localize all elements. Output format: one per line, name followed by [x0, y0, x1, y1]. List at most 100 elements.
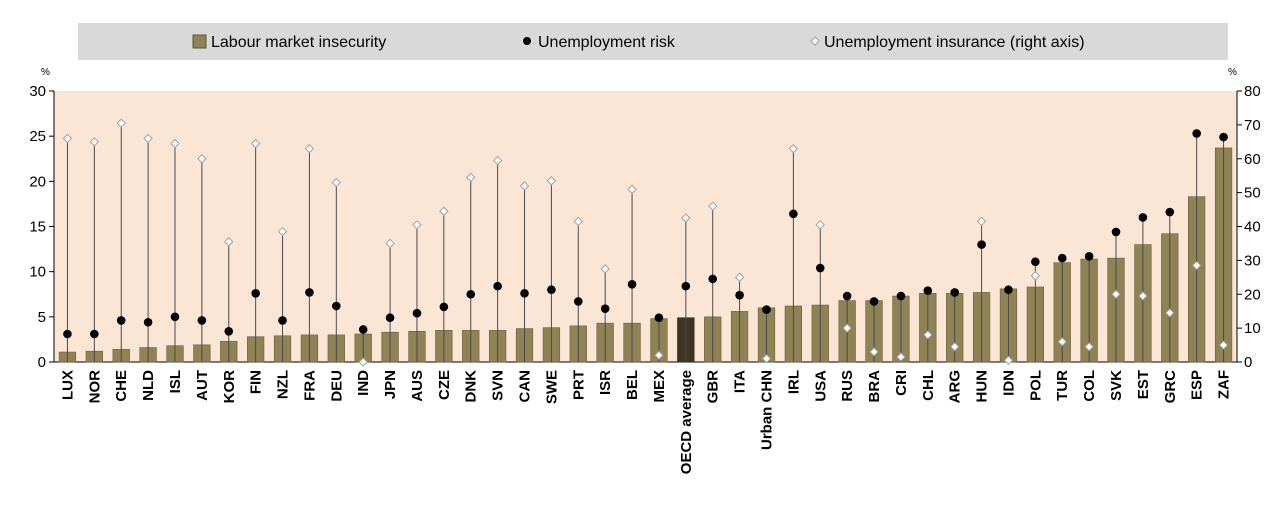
- risk-dot: [251, 289, 260, 298]
- risk-dot: [573, 297, 583, 306]
- insurance-diamond: [304, 143, 315, 154]
- category-label: CRI: [893, 370, 910, 396]
- insurance-diamond: [1030, 270, 1041, 281]
- insurance-diamond: [170, 138, 180, 149]
- insurance-diamond: [1191, 260, 1202, 271]
- insurance-diamond: [734, 272, 745, 283]
- category-label: CAN: [517, 370, 534, 403]
- category-label: OECD average: [678, 370, 695, 474]
- insurance-diamond: [600, 264, 610, 274]
- right-tick-label: 70: [1244, 117, 1261, 134]
- category-label: CHL: [920, 370, 937, 401]
- risk-dot: [143, 317, 153, 327]
- insurance-diamond: [358, 357, 368, 367]
- insurance-diamond: [842, 323, 852, 333]
- risk-dot: [735, 290, 744, 300]
- risk-dot: [1165, 207, 1175, 217]
- category-label: SWE: [543, 370, 560, 404]
- risk-dot: [789, 209, 798, 219]
- risk-dot: [977, 240, 986, 249]
- insurance-diamond: [788, 143, 799, 154]
- category-label: NOR: [86, 370, 103, 404]
- insurance-diamond: [1084, 342, 1094, 352]
- risk-dot: [358, 325, 368, 334]
- insurance-diamond: [627, 184, 637, 194]
- right-tick-label: 40: [1244, 219, 1261, 236]
- risk-dot: [170, 312, 180, 322]
- risk-dot: [1031, 257, 1040, 267]
- insurance-diamond: [708, 201, 718, 211]
- category-label: COL: [1081, 370, 1098, 402]
- right-tick-label: 20: [1244, 286, 1261, 303]
- legend-swatch-diamond: [810, 36, 820, 46]
- insurance-diamond: [412, 220, 422, 230]
- risk-dot: [305, 288, 314, 297]
- insurance-diamond: [1218, 340, 1229, 350]
- insurance-diamond: [385, 238, 395, 249]
- insurance-diamond: [654, 350, 664, 360]
- category-label: ARG: [947, 370, 964, 403]
- category-labels: LUX NOR CHE NLD ISL AUT KOR FIN NZL FRA DEU IND JPN A…: [59, 370, 1232, 474]
- risk-dot: [654, 313, 664, 323]
- insurance-diamond: [681, 213, 691, 223]
- insurance-diamond: [896, 352, 906, 362]
- category-label: ISR: [597, 370, 614, 395]
- risk-dot: [278, 316, 287, 325]
- legend-swatch-bar: [192, 34, 207, 49]
- left-tick-label: 25: [29, 128, 46, 145]
- category-label: FIN: [248, 370, 265, 394]
- category-label: MEX: [651, 370, 668, 403]
- risk-dot: [224, 326, 234, 336]
- risk-dot: [869, 297, 879, 306]
- risk-dot: [385, 313, 395, 323]
- risk-dot: [412, 308, 422, 318]
- category-label: Urban CHN: [758, 370, 775, 450]
- category-label: GBR: [705, 370, 722, 404]
- category-label: CZE: [436, 370, 453, 400]
- insurance-diamond: [224, 237, 234, 247]
- left-tick-label: 15: [29, 219, 46, 236]
- category-label: AUS: [409, 370, 426, 402]
- risk-dot: [1004, 285, 1013, 295]
- left-axis-unit: %: [41, 67, 50, 78]
- insurance-diamond: [197, 154, 207, 164]
- category-label: RUS: [839, 370, 856, 402]
- insurance-diamond: [519, 181, 530, 191]
- right-tick-label: 60: [1244, 151, 1261, 168]
- category-label: JPN: [382, 370, 399, 399]
- risk-dot: [815, 263, 825, 273]
- legend-swatch-dot: [523, 37, 531, 45]
- category-label: IRL: [785, 370, 802, 394]
- right-tick-label: 0: [1244, 354, 1252, 371]
- category-label: ESP: [1189, 370, 1206, 400]
- category-label: AUT: [194, 370, 211, 401]
- risk-dot: [762, 305, 771, 314]
- category-label: NLD: [140, 370, 157, 401]
- insurance-diamond: [62, 133, 73, 144]
- category-label: ISL: [167, 370, 184, 393]
- category-label: EST: [1135, 370, 1152, 399]
- category-label: IND: [355, 370, 372, 396]
- category-label: GRC: [1162, 370, 1179, 404]
- risk-dot: [1219, 132, 1228, 142]
- category-label: ZAF: [1216, 370, 1233, 399]
- risk-dot: [896, 291, 906, 301]
- risk-dot: [627, 280, 637, 289]
- insurance-diamond: [116, 118, 126, 128]
- insurance-diamond: [89, 137, 100, 147]
- insurance-diamond: [1138, 291, 1148, 301]
- insurance-diamond: [1003, 355, 1014, 366]
- risk-dot: [439, 302, 449, 312]
- left-tick-label: 0: [38, 354, 46, 371]
- risk-dot: [493, 281, 502, 291]
- category-label: FRA: [301, 370, 318, 401]
- insurance-diamond: [546, 176, 557, 186]
- risk-dot: [1111, 227, 1121, 237]
- category-label: IDN: [1000, 370, 1017, 396]
- risk-dot: [116, 316, 126, 325]
- risk-dot: [520, 289, 529, 298]
- right-tick-label: 80: [1244, 83, 1261, 100]
- legend-label-unemployment-risk: Unemployment risk: [538, 34, 676, 51]
- category-label: BRA: [866, 370, 883, 403]
